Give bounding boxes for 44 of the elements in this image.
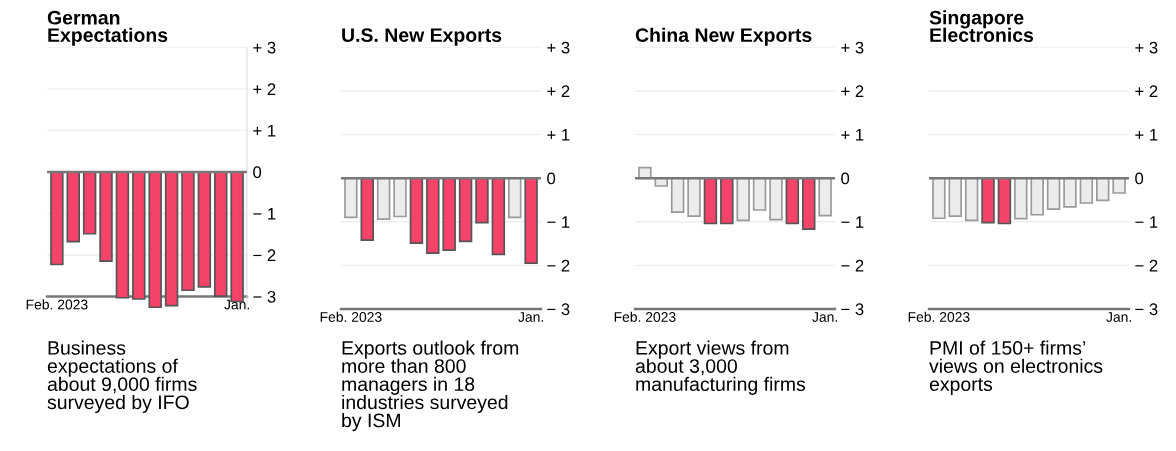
y-tick-label: − 3: [253, 290, 276, 303]
y-tick-label: 0: [841, 172, 850, 185]
y-tick-label: − 2: [547, 259, 570, 272]
y-tick-label: + 2: [253, 83, 276, 95]
x-tick-label: Feb. 2023: [320, 311, 382, 322]
x-tick-label: Jan.: [518, 312, 543, 322]
x-tick-label: Feb. 2023: [908, 311, 970, 322]
y-tick-label: + 1: [253, 124, 276, 137]
x-tick-label: Jan.: [1106, 312, 1131, 322]
y-tick-label: − 2: [841, 259, 864, 272]
y-tick-label: + 3: [1135, 41, 1158, 54]
text: Exports outlook from more than 800 managers in 18 industries surveyed by ISM: [342, 340, 519, 432]
y-tick-label: − 1: [547, 216, 570, 228]
text: Export views from about 3,000 manufacturing firms: [635, 340, 806, 395]
y-tick-label: + 3: [253, 41, 276, 54]
y-tick-label: 0: [1135, 172, 1144, 185]
x-tick-label: Jan.: [224, 299, 249, 310]
chart-title: China New Exports: [635, 27, 812, 46]
y-tick-label: + 1: [547, 129, 570, 141]
y-tick-label: + 1: [1135, 129, 1158, 141]
y-tick-label: − 2: [1135, 259, 1158, 272]
chart-title: U.S. New Exports: [342, 28, 502, 46]
x-tick-label: Jan.: [812, 312, 837, 322]
y-tick-label: + 1: [841, 129, 864, 141]
y-tick-label: − 1: [841, 216, 864, 228]
x-tick-label: Feb. 2023: [614, 311, 676, 322]
y-tick-label: 0: [547, 172, 556, 185]
y-tick-label: 0: [253, 166, 262, 179]
y-tick-label: − 3: [547, 303, 570, 316]
y-tick-label: − 1: [253, 208, 276, 220]
y-tick-label: + 3: [841, 41, 864, 54]
y-tick-label: + 2: [1135, 85, 1158, 97]
text: Business expectations of about 9,000 firms surveyed by IFO: [47, 340, 197, 414]
y-tick-label: + 3: [547, 41, 570, 54]
chart-title: German Expectations: [47, 10, 168, 46]
chart-title: Singapore Electronics: [929, 10, 1034, 42]
y-tick-label: − 1: [1135, 216, 1158, 228]
y-tick-label: + 2: [841, 85, 864, 97]
y-tick-label: + 2: [547, 85, 570, 97]
y-tick-label: − 3: [1135, 303, 1158, 316]
y-tick-label: − 3: [841, 303, 864, 316]
text: PMI of 150+ firms’ views on electronics exports: [929, 340, 1103, 395]
y-tick-label: − 2: [253, 249, 276, 261]
x-tick-label: Feb. 2023: [26, 299, 88, 310]
